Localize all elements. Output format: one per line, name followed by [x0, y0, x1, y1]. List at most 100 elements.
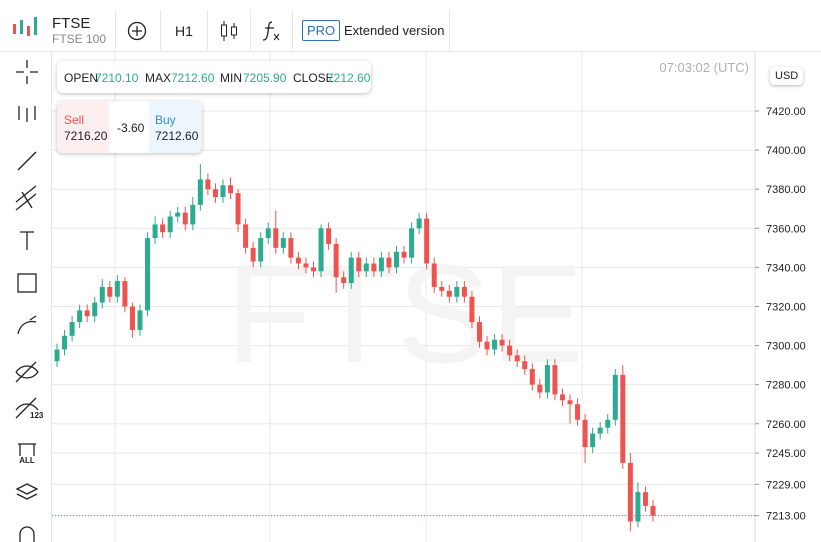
candle-body	[529, 369, 535, 385]
text-icon[interactable]	[20, 231, 34, 250]
candle-body	[152, 224, 158, 239]
candle-body	[99, 286, 105, 303]
separator	[449, 10, 450, 50]
close-label: CLOSE	[293, 71, 334, 85]
fib-icon[interactable]	[15, 185, 37, 211]
candle-body	[205, 179, 211, 190]
candle-body	[220, 185, 226, 198]
brush-icon[interactable]	[17, 315, 37, 335]
candle-body	[356, 257, 362, 272]
buy-button[interactable]: Buy 7212.60	[149, 101, 202, 153]
candle-body	[137, 310, 143, 330]
candle-body	[326, 228, 332, 244]
candle-body	[122, 281, 128, 307]
open-label: OPEN	[64, 71, 99, 85]
candle-body	[627, 462, 633, 522]
buy-price[interactable]: 7212.60	[155, 129, 199, 143]
candle-body	[114, 281, 120, 297]
candle-body	[167, 216, 173, 233]
candle-body	[333, 243, 339, 278]
top-toolbar: FTSE FTSE 100 H1 PRO Extended version	[0, 0, 821, 52]
shape-icon[interactable]	[17, 273, 37, 293]
y-tick-label: 7229.00	[766, 479, 806, 491]
trade-panel: Sell 7216.20 -3.60 Buy 7212.60	[57, 101, 202, 153]
y-tick-label: 7380.00	[766, 184, 806, 196]
magnet-icon[interactable]	[19, 526, 35, 542]
candle-body	[280, 238, 286, 248]
crosshair-icon[interactable]	[16, 60, 38, 84]
candle-body	[393, 251, 399, 268]
candle-body	[182, 212, 188, 225]
separator	[115, 10, 116, 50]
candle-body	[348, 257, 354, 284]
line-icon[interactable]	[17, 151, 37, 171]
candle-body	[409, 228, 415, 258]
candle-body	[295, 257, 301, 264]
hide-icon[interactable]	[15, 361, 39, 383]
sell-button[interactable]: Sell 7216.20	[57, 101, 109, 153]
candle-body	[446, 290, 452, 297]
icon-label: 123	[30, 411, 44, 420]
y-tick-label: 7360.00	[766, 223, 806, 235]
candle-body	[363, 263, 369, 272]
candle-body	[145, 238, 151, 311]
clock: 07:03:02 (UTC)	[659, 60, 749, 75]
candle-body	[69, 322, 75, 336]
candle-body	[311, 267, 317, 272]
candle-body	[371, 263, 377, 272]
candle-body	[228, 185, 234, 194]
candle-body	[386, 257, 392, 268]
candle-body	[454, 286, 460, 297]
interval[interactable]: H1	[175, 23, 193, 39]
candle-type-button[interactable]	[220, 20, 238, 42]
candle-body	[378, 257, 384, 272]
candle-body	[582, 419, 588, 448]
min-label: MIN	[220, 71, 242, 85]
candle-body	[92, 302, 98, 317]
candle-body	[650, 505, 656, 516]
candle-body	[620, 374, 626, 463]
symbol[interactable]: FTSE	[52, 15, 91, 32]
candle-body	[190, 204, 196, 225]
y-tick-label: 7260.00	[766, 419, 806, 431]
y-tick-label: 7340.00	[766, 262, 806, 274]
candle-icon[interactable]	[18, 106, 36, 122]
candle-body	[507, 345, 513, 356]
remove-all-icon[interactable]	[18, 443, 36, 456]
pro-badge[interactable]: PRO	[302, 20, 341, 41]
candle-body	[567, 400, 573, 405]
sell-label[interactable]: Sell	[64, 113, 85, 127]
candle-body	[642, 492, 648, 506]
close-value: 7212.60	[327, 71, 371, 85]
candle-body	[575, 404, 581, 420]
extended-version[interactable]: Extended version	[344, 23, 445, 38]
candle-body	[514, 355, 520, 362]
watermark: FTSE	[226, 235, 584, 392]
candle-body	[439, 286, 445, 291]
sell-price[interactable]: 7216.20	[64, 129, 108, 143]
candle-body	[552, 365, 558, 395]
buy-label[interactable]: Buy	[155, 113, 176, 127]
layers-icon[interactable]	[15, 483, 39, 500]
candle-body	[265, 228, 271, 239]
y-tick-label: 7420.00	[766, 106, 806, 118]
candle-body	[62, 335, 68, 350]
currency-button[interactable]: USD	[770, 67, 804, 85]
open-value: 7210.10	[95, 71, 139, 85]
indicators-button[interactable]	[262, 19, 282, 43]
icon-label: ALL	[19, 456, 35, 465]
candle-body	[612, 374, 618, 420]
candle-body	[492, 339, 498, 350]
candle-body	[537, 384, 543, 393]
candle-body	[469, 296, 475, 323]
y-tick-label: 7400.00	[766, 145, 806, 157]
candle-body	[250, 247, 256, 262]
hide-numbers-icon[interactable]	[15, 397, 39, 419]
candle-body	[522, 361, 528, 370]
separator	[292, 10, 293, 50]
candle-body	[197, 179, 203, 205]
add-button[interactable]	[127, 21, 147, 41]
candle-body	[273, 228, 279, 248]
candle-body	[424, 218, 430, 264]
